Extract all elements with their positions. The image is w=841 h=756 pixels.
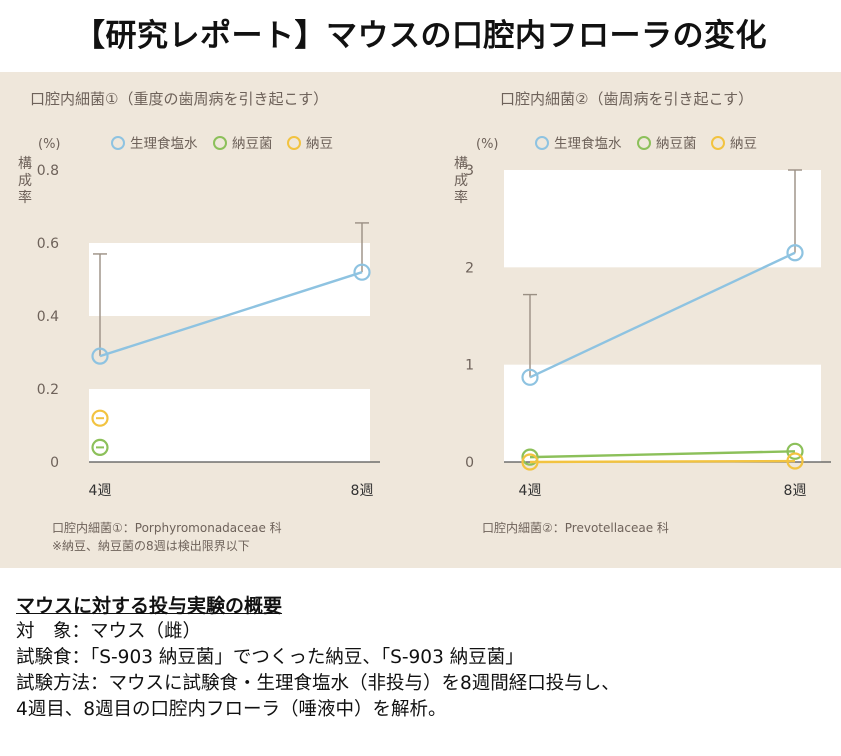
summary-title: マウスに対する投与実験の概要	[16, 595, 283, 617]
y-tick-label: 0	[465, 455, 474, 471]
data-point	[91, 347, 109, 365]
data-point	[786, 452, 804, 470]
summary-line-analysis: 4週目、8週目の口腔内フローラ（唾液中）を解析。	[16, 699, 447, 720]
series-line	[529, 450, 796, 459]
data-point	[91, 438, 109, 456]
x-tick-label: 4週	[89, 483, 112, 499]
series-line	[99, 271, 363, 358]
page-title: 【研究レポート】マウスの口腔内フローラの変化	[74, 18, 767, 54]
data-point	[786, 244, 804, 262]
chart-footnote: ※納豆、納豆菌の8週は検出限界以下	[52, 539, 250, 553]
y-tick-label: 2	[465, 260, 474, 276]
legend-marker	[711, 136, 725, 150]
data-point	[91, 409, 109, 427]
chart-footnote: 口腔内細菌①：Porphyromonadaceae 科	[52, 520, 282, 535]
y-tick-label: 1	[465, 358, 474, 374]
plot-band	[89, 243, 370, 316]
x-tick-label: 4週	[519, 483, 542, 499]
experiment-summary: マウスに対する投与実験の概要 対 象：マウス（雌） 試験食：「S-903 納豆菌…	[16, 593, 836, 723]
chart-footnote: 口腔内細菌②：Prevotellaceae 科	[482, 520, 669, 535]
series-line	[529, 459, 796, 464]
legend-label: 納豆	[306, 136, 333, 152]
y-axis-label: 構成率	[18, 156, 32, 206]
y-unit-label: (%)	[38, 137, 61, 152]
series-line	[529, 251, 796, 379]
data-point	[786, 442, 804, 460]
x-tick-label: 8週	[351, 483, 374, 499]
y-tick-label: 0.4	[37, 309, 59, 325]
y-tick-label: 0	[50, 455, 59, 471]
y-tick-label: 0.6	[37, 236, 59, 252]
legend-label: 生理食塩水	[554, 135, 622, 152]
legend-marker	[111, 136, 125, 150]
chart-title: 口腔内細菌②（歯周病を引き起こす）	[500, 90, 753, 108]
y-tick-label: 0.2	[37, 382, 59, 398]
legend-label: 納豆	[730, 136, 757, 152]
chart-panel	[0, 72, 841, 568]
legend-label: 生理食塩水	[130, 135, 198, 152]
data-point	[353, 263, 371, 281]
legend-marker	[213, 136, 227, 150]
plot-band	[504, 170, 821, 268]
legend-marker	[535, 136, 549, 150]
chart-bacteria-2: 口腔内細菌②（歯周病を引き起こす） 生理食塩水 納豆菌 納豆 (%) 構成率 0 1 2 3 4週 8…	[454, 90, 831, 535]
summary-line-test-food: 試験食：「S-903 納豆菌」でつくった納豆、「S-903 納豆菌」	[16, 647, 524, 668]
chart-bacteria-1: 口腔内細菌①（重度の歯周病を引き起こす） 生理食塩水 納豆菌 納豆 (%) 構成率 0 0.2…	[18, 90, 380, 553]
x-tick-label: 8週	[784, 483, 807, 499]
data-point	[521, 368, 539, 386]
y-tick-label: 3	[465, 163, 474, 179]
summary-line-method: 試験方法：マウスに試験食・生理食塩水（非投与）を8週間経口投与し、	[16, 673, 620, 694]
legend-marker	[637, 136, 651, 150]
summary-line-subject: 対 象：マウス（雌）	[16, 621, 202, 642]
legend-marker	[287, 136, 301, 150]
chart-title: 口腔内細菌①（重度の歯周病を引き起こす）	[30, 90, 328, 108]
plot-band	[504, 364, 821, 462]
plot-band	[89, 389, 370, 462]
y-axis-label: 構成率	[454, 156, 468, 206]
y-unit-label: (%)	[476, 137, 499, 152]
legend-label: 納豆菌	[656, 136, 697, 152]
y-tick-label: 0.8	[37, 163, 59, 179]
data-point	[521, 448, 539, 466]
legend-label: 納豆菌	[232, 136, 273, 152]
data-point	[521, 453, 539, 471]
